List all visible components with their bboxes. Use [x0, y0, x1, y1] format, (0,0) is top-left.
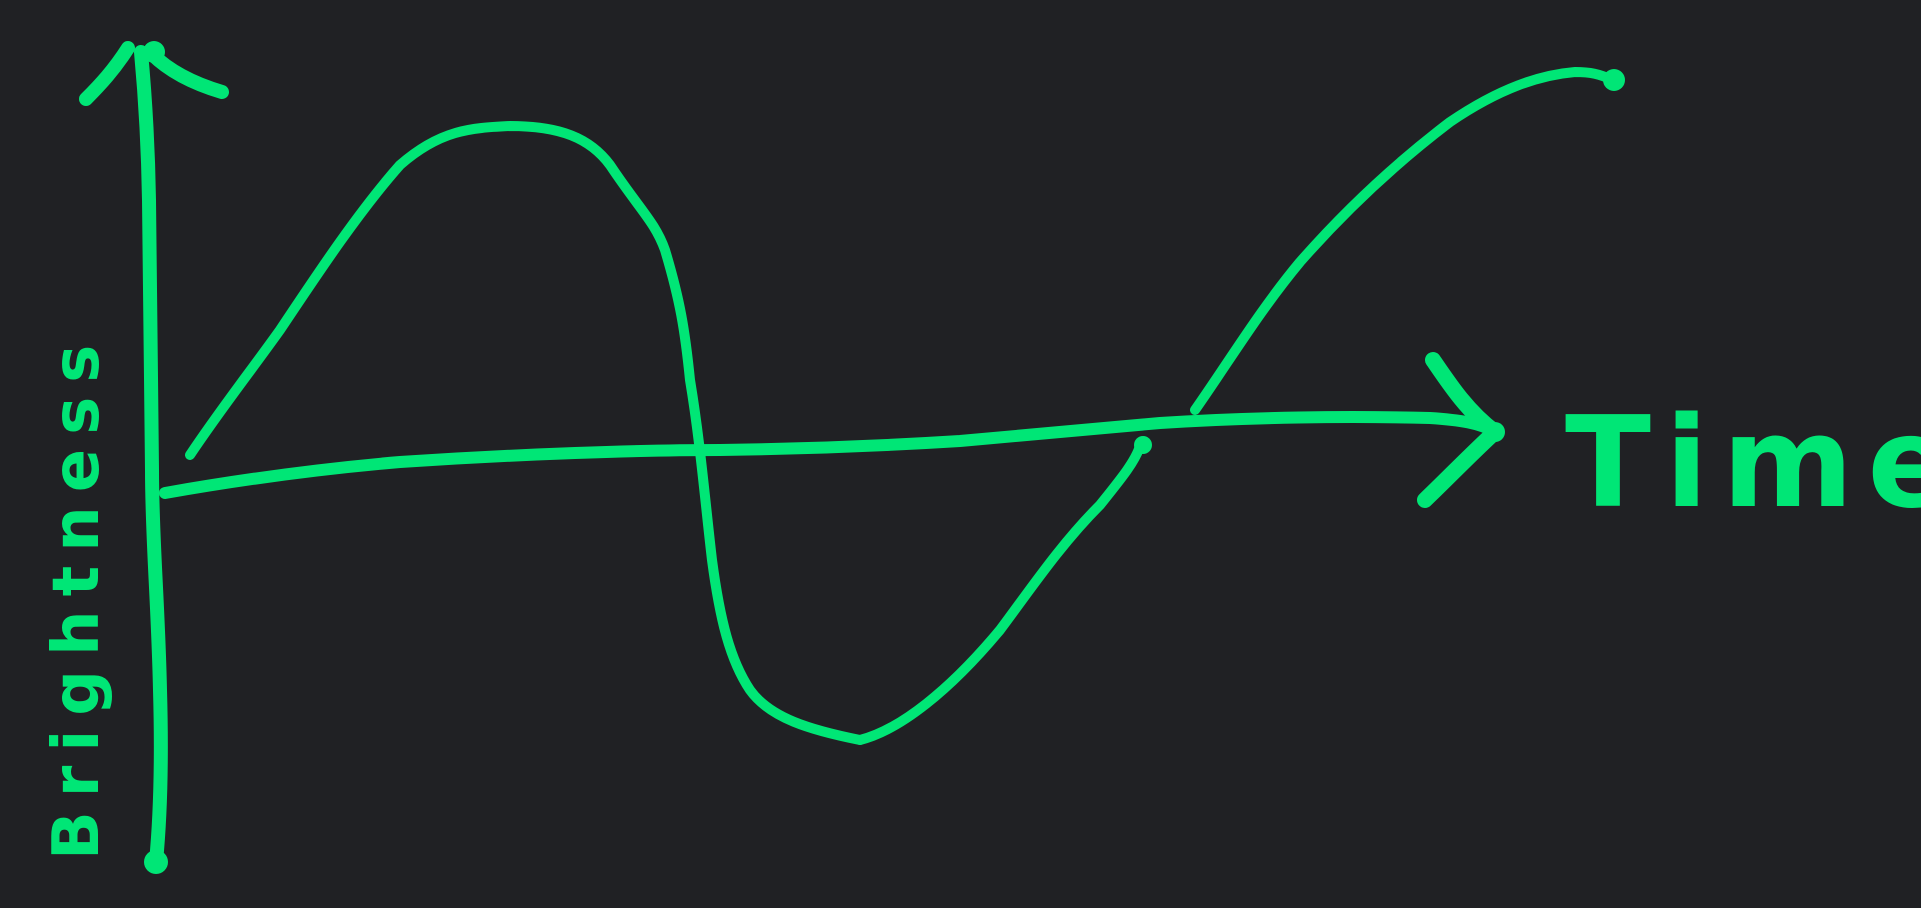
y-axis-end-dot: [144, 850, 168, 874]
wave-segment-trough: [855, 441, 1145, 745]
x-axis-arrow-tip: [1485, 422, 1505, 442]
wave-segment-second-rise: [1190, 67, 1617, 415]
y-axis: [79, 41, 229, 874]
y-axis-label: Brightness: [40, 331, 114, 860]
y-axis-line: [134, 45, 168, 869]
wave-curve: [185, 67, 1625, 745]
wave-cross-dot: [1134, 436, 1152, 454]
wave-end-dot: [1603, 69, 1625, 91]
y-axis-arrow-tip: [143, 41, 165, 63]
x-axis-label: Time: [1565, 389, 1921, 536]
x-axis-line: [159, 411, 1501, 499]
x-axis: [159, 352, 1505, 508]
x-axis-arrowhead: [1417, 352, 1503, 508]
wave-segment-rise-fall: [185, 121, 865, 745]
